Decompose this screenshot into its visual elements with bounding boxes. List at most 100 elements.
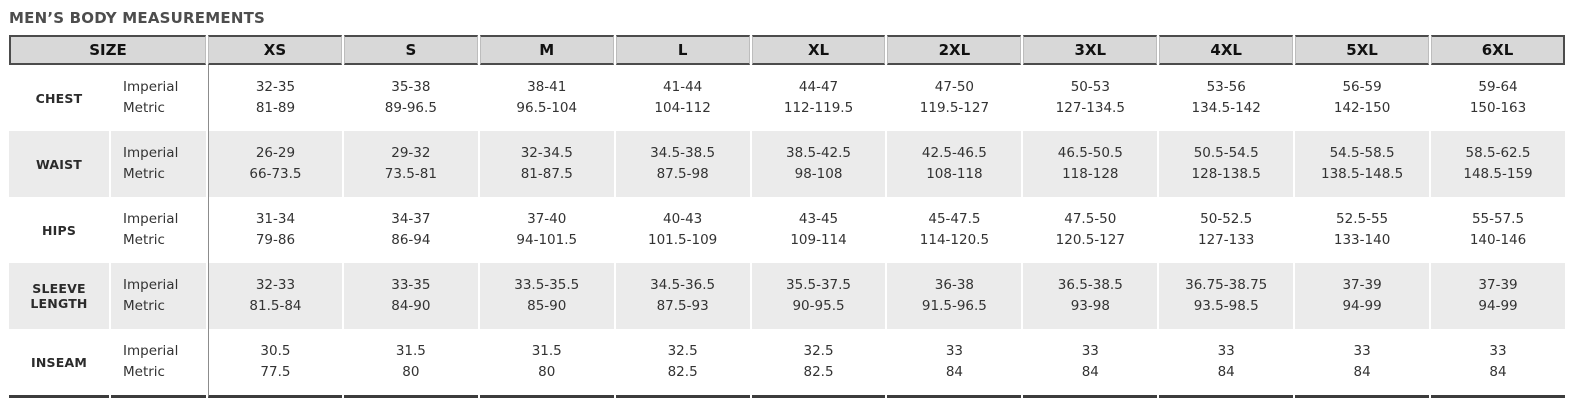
metric-value: 89-96.5 bbox=[384, 100, 437, 116]
imperial-value: 33 bbox=[1081, 343, 1099, 359]
value-cell-waist-s: 29-32 73.5-81 bbox=[343, 131, 478, 197]
unit-labels-cell: Imperial Metric bbox=[111, 329, 207, 398]
metric-value: 128-138.5 bbox=[1191, 166, 1261, 182]
size-column-header-2xl: 2XL bbox=[887, 35, 1022, 65]
size-column-header-5xl: 5XL bbox=[1295, 35, 1430, 65]
value-cell-hips-l: 40-43 101.5-109 bbox=[615, 197, 750, 263]
value-cell-hips-xl: 43-45 109-114 bbox=[751, 197, 886, 263]
imperial-label: Imperial bbox=[123, 277, 179, 293]
imperial-value: 29-32 bbox=[391, 145, 431, 161]
imperial-value: 32-34.5 bbox=[520, 145, 573, 161]
imperial-label: Imperial bbox=[123, 211, 179, 227]
imperial-value: 37-39 bbox=[1342, 277, 1382, 293]
value-cell-sleeve-length-xl: 35.5-37.5 90-95.5 bbox=[751, 263, 886, 329]
metric-value: 118-128 bbox=[1062, 166, 1119, 182]
value-cell-inseam-m: 31.5 80 bbox=[479, 329, 614, 398]
metric-value: 133-140 bbox=[1333, 232, 1391, 248]
value-cell-inseam-l: 32.5 82.5 bbox=[615, 329, 750, 398]
value-cell-waist-xl: 38.5-42.5 98-108 bbox=[751, 131, 886, 197]
imperial-value: 32.5 bbox=[803, 343, 834, 359]
metric-value: 82.5 bbox=[803, 364, 834, 380]
value-cell-chest-6xl: 59-64 150-163 bbox=[1431, 65, 1565, 131]
imperial-value: 33 bbox=[1217, 343, 1235, 359]
metric-value: 140-146 bbox=[1469, 232, 1527, 248]
value-cell-chest-5xl: 56-59 142-150 bbox=[1295, 65, 1430, 131]
unit-labels-cell: Imperial Metric bbox=[111, 263, 207, 329]
metric-value: 93.5-98.5 bbox=[1193, 298, 1259, 314]
imperial-value: 56-59 bbox=[1342, 79, 1382, 95]
metric-value: 82.5 bbox=[667, 364, 698, 380]
value-cell-waist-m: 32-34.5 81-87.5 bbox=[479, 131, 614, 197]
metric-value: 81-89 bbox=[255, 100, 296, 116]
metric-value: 85-90 bbox=[527, 298, 567, 314]
mens-body-measurements-table: SIZE XS S M L XL 2XL 3XL 4XL 5XL 6XL CHEST Imperia… bbox=[7, 35, 1567, 398]
metric-value: 94-99 bbox=[1342, 298, 1382, 314]
measurement-name-waist: WAIST bbox=[9, 131, 109, 197]
size-column-header-6xl: 6XL bbox=[1431, 35, 1565, 65]
metric-value: 66-73.5 bbox=[249, 166, 302, 182]
size-column-header-m: M bbox=[479, 35, 614, 65]
imperial-value: 35.5-37.5 bbox=[786, 277, 852, 293]
size-column-header-4xl: 4XL bbox=[1159, 35, 1294, 65]
imperial-value: 54.5-58.5 bbox=[1329, 145, 1395, 161]
imperial-value: 41-44 bbox=[663, 79, 703, 95]
metric-value: 109-114 bbox=[790, 232, 847, 248]
imperial-value: 36-38 bbox=[934, 277, 975, 293]
value-cell-sleeve-length-l: 34.5-36.5 87.5-93 bbox=[615, 263, 750, 329]
metric-value: 84 bbox=[1081, 364, 1099, 380]
imperial-value: 46.5-50.5 bbox=[1057, 145, 1123, 161]
value-cell-sleeve-length-5xl: 37-39 94-99 bbox=[1295, 263, 1430, 329]
value-cell-waist-6xl: 58.5-62.5 148.5-159 bbox=[1431, 131, 1565, 197]
value-cell-inseam-xs: 30.5 77.5 bbox=[208, 329, 342, 398]
metric-label: Metric bbox=[123, 232, 165, 248]
imperial-value: 33 bbox=[1489, 343, 1507, 359]
value-cell-waist-2xl: 42.5-46.5 108-118 bbox=[887, 131, 1022, 197]
metric-value: 79-86 bbox=[255, 232, 296, 248]
metric-value: 84 bbox=[1217, 364, 1235, 380]
size-header-cell: SIZE bbox=[9, 35, 207, 65]
imperial-value: 43-45 bbox=[798, 211, 839, 227]
measurement-row-hips: HIPS Imperial Metric 31-34 79-86 34-37 86-94 37… bbox=[9, 197, 1565, 263]
measurement-row-sleeve-length: SLEEVE LENGTH Imperial Metric 32-33 81.5-84 3… bbox=[9, 263, 1565, 329]
value-cell-hips-5xl: 52.5-55 133-140 bbox=[1295, 197, 1430, 263]
imperial-value: 33-35 bbox=[391, 277, 431, 293]
metric-value: 114-120.5 bbox=[919, 232, 990, 248]
imperial-value: 59-64 bbox=[1478, 79, 1518, 95]
unit-labels-cell: Imperial Metric bbox=[111, 131, 207, 197]
value-cell-waist-l: 34.5-38.5 87.5-98 bbox=[615, 131, 750, 197]
imperial-label: Imperial bbox=[123, 343, 179, 359]
imperial-label: Imperial bbox=[123, 79, 179, 95]
value-cell-chest-2xl: 47-50 119.5-127 bbox=[887, 65, 1022, 131]
metric-value: 87.5-93 bbox=[656, 298, 709, 314]
metric-value: 101.5-109 bbox=[647, 232, 718, 248]
value-cell-hips-4xl: 50-52.5 127-133 bbox=[1159, 197, 1294, 263]
imperial-value: 34.5-38.5 bbox=[650, 145, 716, 161]
value-cell-inseam-s: 31.5 80 bbox=[343, 329, 478, 398]
size-column-header-s: S bbox=[343, 35, 478, 65]
measurement-row-inseam: INSEAM Imperial Metric 30.5 77.5 31.5 80 31.5 80… bbox=[9, 329, 1565, 398]
imperial-value: 36.5-38.5 bbox=[1057, 277, 1123, 293]
value-cell-hips-m: 37-40 94-101.5 bbox=[479, 197, 614, 263]
imperial-value: 55-57.5 bbox=[1471, 211, 1525, 227]
metric-value: 84 bbox=[1353, 364, 1371, 380]
imperial-value: 32-33 bbox=[255, 277, 296, 293]
measurement-name-hips: HIPS bbox=[9, 197, 109, 263]
metric-label: Metric bbox=[123, 364, 165, 380]
imperial-value: 47-50 bbox=[934, 79, 975, 95]
measurement-name-sleeve-length: SLEEVE LENGTH bbox=[9, 263, 109, 329]
metric-value: 127-134.5 bbox=[1055, 100, 1125, 116]
metric-value: 150-163 bbox=[1469, 100, 1527, 116]
imperial-value: 34-37 bbox=[391, 211, 431, 227]
size-column-header-l: L bbox=[615, 35, 750, 65]
metric-value: 91.5-96.5 bbox=[921, 298, 987, 314]
imperial-value: 50-53 bbox=[1070, 79, 1110, 95]
imperial-value: 33.5-35.5 bbox=[514, 277, 580, 293]
imperial-value: 31-34 bbox=[255, 211, 296, 227]
metric-label: Metric bbox=[123, 298, 165, 314]
metric-value: 81-87.5 bbox=[520, 166, 573, 182]
metric-value: 94-99 bbox=[1478, 298, 1518, 314]
imperial-value: 32.5 bbox=[667, 343, 698, 359]
value-cell-waist-4xl: 50.5-54.5 128-138.5 bbox=[1159, 131, 1294, 197]
value-cell-chest-l: 41-44 104-112 bbox=[615, 65, 750, 131]
imperial-value: 58.5-62.5 bbox=[1465, 145, 1531, 161]
